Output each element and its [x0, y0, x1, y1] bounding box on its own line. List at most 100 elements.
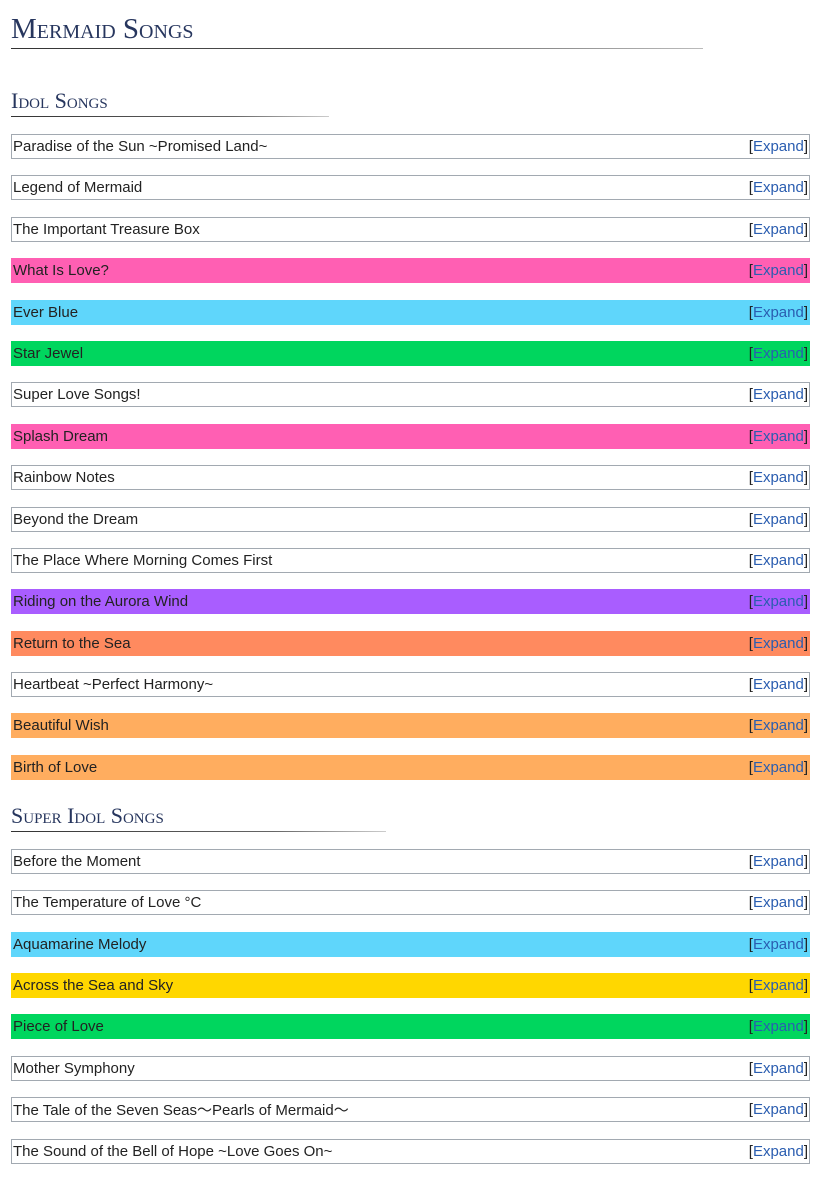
song-row: Beyond the Dream [Expand] [11, 506, 810, 532]
expand-link[interactable]: Expand [752, 344, 804, 362]
expand-link[interactable]: Expand [752, 427, 804, 445]
section-rule [11, 116, 329, 117]
bracket: [ [748, 179, 753, 197]
song-row: The Important Treasure Box [Expand] [11, 216, 810, 242]
bracket: [ [748, 1059, 753, 1077]
bracket: [ [748, 676, 753, 694]
bracket: [ [748, 894, 753, 912]
song-name: Rainbow Notes [13, 469, 115, 487]
expand-link[interactable]: Expand [752, 852, 804, 870]
expand-link[interactable]: Expand [752, 634, 804, 652]
expand-link[interactable]: Expand [752, 1142, 804, 1160]
page-title: Mermaid Songs [11, 13, 194, 45]
sections: Idol Songs Paradise of the Sun ~Promised … [11, 89, 811, 1164]
song-row: Mother Symphony [Expand] [11, 1055, 810, 1081]
song-name: What Is Love? [13, 262, 109, 280]
bracket: [ [748, 138, 753, 155]
bracket: [ [748, 1018, 753, 1036]
bracket: [ [748, 469, 753, 487]
bracket: ] [803, 758, 808, 776]
expand-toggle: [Expand] [749, 1018, 808, 1035]
expand-link[interactable]: Expand [752, 1059, 804, 1077]
song-name: Legend of Mermaid [13, 179, 143, 197]
bracket: ] [803, 551, 808, 569]
song-row: Heartbeat ~Perfect Harmony~ [Expand] [11, 672, 810, 698]
expand-link[interactable]: Expand [752, 758, 804, 776]
bracket: ] [803, 1059, 808, 1077]
section-title: Idol Songs [11, 88, 108, 113]
song-name: Paradise of the Sun ~Promised Land~ [13, 138, 268, 155]
expand-toggle: [Expand] [749, 138, 808, 155]
expand-toggle: [Expand] [749, 511, 808, 528]
bracket: [ [748, 852, 753, 870]
bracket: ] [803, 593, 808, 611]
song-name: Mother Symphony [13, 1059, 135, 1077]
song-name: Piece of Love [13, 1018, 104, 1036]
song-name: Ever Blue [13, 303, 79, 321]
bracket: [ [748, 262, 753, 280]
expand-link[interactable]: Expand [752, 593, 804, 611]
song-name: Before the Moment [13, 852, 141, 870]
expand-link[interactable]: Expand [752, 894, 804, 912]
expand-toggle: [Expand] [749, 894, 808, 911]
song-row: The Sound of the Bell of Hope ~Love Goes… [11, 1138, 810, 1164]
expand-link[interactable]: Expand [752, 1101, 804, 1119]
bracket: ] [803, 179, 808, 197]
section-title: Super Idol Songs [11, 802, 164, 828]
bracket: ] [803, 676, 808, 694]
bracket: [ [748, 510, 753, 528]
song-row: Ever Blue [Expand] [11, 299, 810, 325]
expand-link[interactable]: Expand [752, 977, 804, 995]
expand-toggle: [Expand] [749, 469, 808, 486]
bracket: [ [748, 386, 753, 404]
expand-link[interactable]: Expand [752, 386, 804, 404]
title-rule [11, 48, 703, 49]
expand-link[interactable]: Expand [752, 138, 804, 155]
song-row: Splash Dream [Expand] [11, 423, 810, 449]
bracket: ] [803, 717, 808, 735]
expand-link[interactable]: Expand [752, 469, 804, 487]
song-row: Aquamarine Melody [Expand] [11, 931, 810, 957]
expand-link[interactable]: Expand [752, 262, 804, 280]
song-row: Star Jewel [Expand] [11, 340, 810, 366]
bracket: [ [748, 344, 753, 362]
bracket: [ [748, 593, 753, 611]
song-row: Riding on the Aurora Wind [Expand] [11, 589, 810, 615]
bracket: ] [803, 138, 808, 155]
expand-toggle: [Expand] [749, 428, 808, 445]
expand-toggle: [Expand] [749, 1143, 808, 1160]
section: Idol Songs Paradise of the Sun ~Promised … [11, 89, 811, 780]
song-row: The Tale of the Seven Seas〜Pearls of Mer… [11, 1097, 810, 1123]
bracket: ] [803, 510, 808, 528]
expand-link[interactable]: Expand [752, 676, 804, 694]
expand-link[interactable]: Expand [752, 551, 804, 569]
expand-link[interactable]: Expand [752, 179, 804, 197]
bracket: ] [803, 262, 808, 280]
bracket: ] [803, 634, 808, 652]
song-name: Heartbeat ~Perfect Harmony~ [13, 676, 214, 694]
bracket: ] [803, 852, 808, 870]
expand-link[interactable]: Expand [752, 220, 804, 238]
expand-link[interactable]: Expand [752, 510, 804, 528]
bracket: ] [803, 894, 808, 912]
expand-link[interactable]: Expand [752, 1018, 804, 1036]
bracket: [ [748, 977, 753, 995]
expand-link[interactable]: Expand [752, 303, 804, 321]
bracket: [ [748, 220, 753, 238]
song-row: Rainbow Notes [Expand] [11, 465, 810, 491]
expand-toggle: [Expand] [749, 1060, 808, 1077]
expand-link[interactable]: Expand [752, 717, 804, 735]
expand-toggle: [Expand] [749, 345, 808, 362]
song-name: Birth of Love [13, 758, 98, 776]
bracket: ] [803, 220, 808, 238]
expand-link[interactable]: Expand [752, 935, 804, 953]
expand-toggle: [Expand] [749, 1101, 808, 1118]
song-row: Paradise of the Sun ~Promised Land~ [Expa… [11, 134, 810, 159]
expand-toggle: [Expand] [749, 221, 808, 238]
bracket: ] [803, 303, 808, 321]
bracket: [ [748, 303, 753, 321]
expand-toggle: [Expand] [749, 552, 808, 569]
bracket: ] [803, 469, 808, 487]
